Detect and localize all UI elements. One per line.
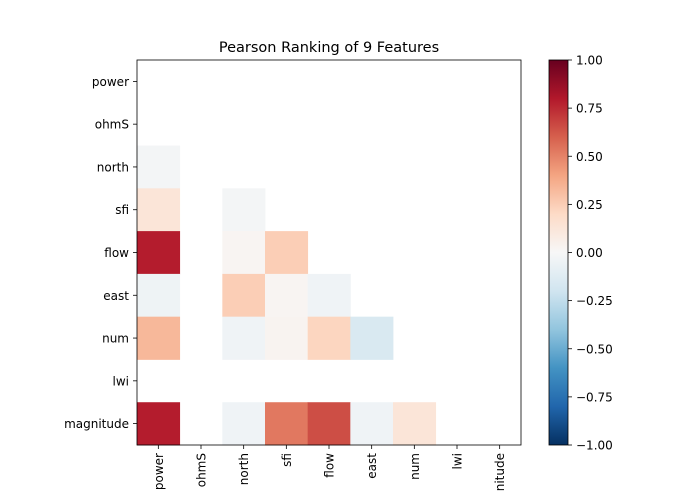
y-tick-label: north — [97, 160, 129, 174]
y-tick-label: lwi — [113, 374, 129, 388]
colorbar-tick-label: 0.50 — [576, 150, 603, 164]
x-axis: power ohmS north sfi flow east num lwi nitude — [152, 445, 507, 491]
x-tick-label: ohmS — [195, 453, 209, 487]
heatmap-cell-magnitude-num — [393, 402, 437, 446]
y-tick-label: num — [102, 332, 129, 346]
heatmap-cell-sfi-north — [222, 188, 266, 232]
heatmap-cell-east-power — [137, 273, 181, 318]
heatmap-cell-num-power — [137, 316, 181, 360]
y-tick-label: power — [92, 75, 129, 89]
colorbar-axis: 1.00 0.75 0.50 0.25 0.00 −0.25 −0.50 −0.75 −1.00 — [568, 54, 613, 453]
heatmap-cell-flow-power — [137, 231, 181, 275]
x-tick-label: power — [152, 453, 166, 490]
colorbar-tick-label: 1.00 — [576, 54, 603, 68]
x-tick-label: num — [408, 453, 422, 480]
colorbar-tick-label: 0.75 — [576, 102, 603, 116]
heatmap-cell-magnitude-east — [350, 402, 394, 446]
y-tick-label: sfi — [115, 203, 129, 217]
colorbar-tick-label: 0.25 — [576, 198, 603, 212]
heatmap-cells — [137, 145, 437, 446]
heatmap-cell-magnitude-flow — [307, 402, 351, 446]
colorbar-tick-label: −1.00 — [576, 439, 613, 453]
heatmap-cell-magnitude-sfi — [265, 402, 309, 446]
heatmap-cell-north-power — [137, 145, 181, 189]
heatmap-cell-num-north — [222, 316, 266, 360]
colorbar-tick-label: −0.50 — [576, 342, 613, 356]
chart-title: Pearson Ranking of 9 Features — [219, 40, 439, 56]
y-axis: power ohmS north sfi flow east num lwi magnitude — [64, 75, 137, 431]
x-tick-label: east — [365, 453, 379, 479]
colorbar — [549, 60, 568, 445]
heatmap-cell-east-sfi — [265, 273, 309, 318]
heatmap-cell-num-flow — [307, 316, 351, 360]
y-tick-label: magnitude — [64, 417, 129, 431]
x-tick-label: nitude — [493, 453, 507, 491]
y-tick-label: flow — [104, 246, 129, 260]
heatmap-cell-num-sfi — [265, 316, 309, 360]
colorbar-tick-label: 0.00 — [576, 246, 603, 260]
colorbar-tick-label: −0.75 — [576, 390, 613, 404]
y-tick-label: ohmS — [95, 118, 129, 132]
heatmap-cell-east-north — [222, 273, 266, 318]
x-tick-label: lwi — [451, 453, 465, 469]
heatmap-cell-magnitude-power — [137, 402, 181, 446]
plot-frame — [136, 59, 522, 446]
heatmap-cell-east-flow — [307, 273, 351, 318]
heatmap-cell-magnitude-north — [222, 402, 266, 446]
heatmap-cell-sfi-power — [137, 188, 181, 232]
heatmap-cell-flow-north — [222, 231, 266, 275]
heatmap-cell-flow-sfi — [265, 231, 309, 275]
colorbar-tick-label: −0.25 — [576, 294, 613, 308]
x-tick-label: north — [237, 453, 251, 485]
x-tick-label: sfi — [280, 453, 294, 467]
x-tick-label: flow — [323, 453, 337, 478]
y-tick-label: east — [103, 289, 129, 303]
heatmap-cell-num-east — [350, 316, 394, 360]
